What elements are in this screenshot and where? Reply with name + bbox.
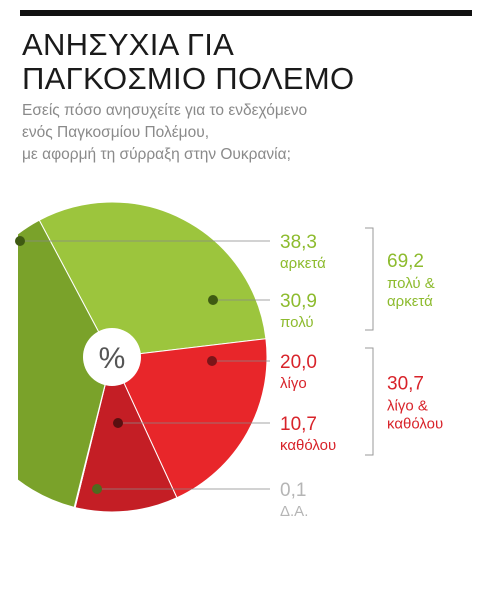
- slice-value-label-3: 10,7: [280, 414, 317, 435]
- group-bracket-1: [365, 347, 374, 456]
- pie-slice-0: [18, 219, 113, 508]
- center-badge: [83, 328, 141, 386]
- group-category-label-0-0: πολύ &: [387, 275, 435, 292]
- slice-value-label-0: 38,3: [280, 232, 317, 253]
- slice-value-label-4: 0,1: [280, 480, 306, 501]
- subtitle-line-1: Εσείς πόσο ανησυχείτε για το ενδεχόμενο: [22, 102, 308, 119]
- slice-marker-1: [208, 295, 218, 305]
- top-rule: [20, 10, 472, 16]
- group-bracket-0: [365, 227, 374, 331]
- slice-value-label-2: 20,0: [280, 352, 317, 373]
- center-percent-symbol: %: [99, 342, 126, 375]
- group-value-label-0: 69,2: [387, 251, 424, 272]
- slice-marker-4: [92, 484, 102, 494]
- slice-category-label-0: αρκετά: [280, 255, 326, 272]
- group-category-label-0-1: αρκετά: [387, 293, 433, 310]
- subtitle-line-2: ενός Παγκοσμίου Πολέμου,: [22, 124, 209, 141]
- group-category-label-1-0: λίγο &: [387, 398, 428, 415]
- slice-category-label-3: καθόλου: [280, 437, 336, 454]
- subtitle-line-3: με αφορμή τη σύρραξη στην Ουκρανία;: [22, 146, 291, 163]
- title-line-1: ΑΝΗΣΥΧΙΑ ΓΙΑ: [22, 27, 235, 62]
- slice-marker-3: [113, 418, 123, 428]
- pie-slice-3: [74, 355, 178, 513]
- slice-category-label-1: πολύ: [280, 314, 314, 331]
- group-category-label-1-1: καθόλου: [387, 416, 443, 433]
- slice-value-label-1: 30,9: [280, 291, 317, 312]
- chart-title: ΑΝΗΣΥΧΙΑ ΓΙΑ ΠΑΓΚΟΣΜΙΟ ΠΟΛΕΜΟ: [22, 28, 462, 96]
- group-value-label-1: 30,7: [387, 374, 424, 395]
- slice-marker-2: [207, 356, 217, 366]
- slice-category-label-2: λίγο: [280, 375, 307, 392]
- chart-subtitle: Εσείς πόσο ανησυχείτε για το ενδεχόμενο …: [22, 100, 462, 166]
- slice-category-label-4: Δ.Α.: [280, 503, 308, 520]
- slice-marker-0: [15, 236, 25, 246]
- title-line-2: ΠΑΓΚΟΣΜΙΟ ΠΟΛΕΜΟ: [22, 61, 355, 96]
